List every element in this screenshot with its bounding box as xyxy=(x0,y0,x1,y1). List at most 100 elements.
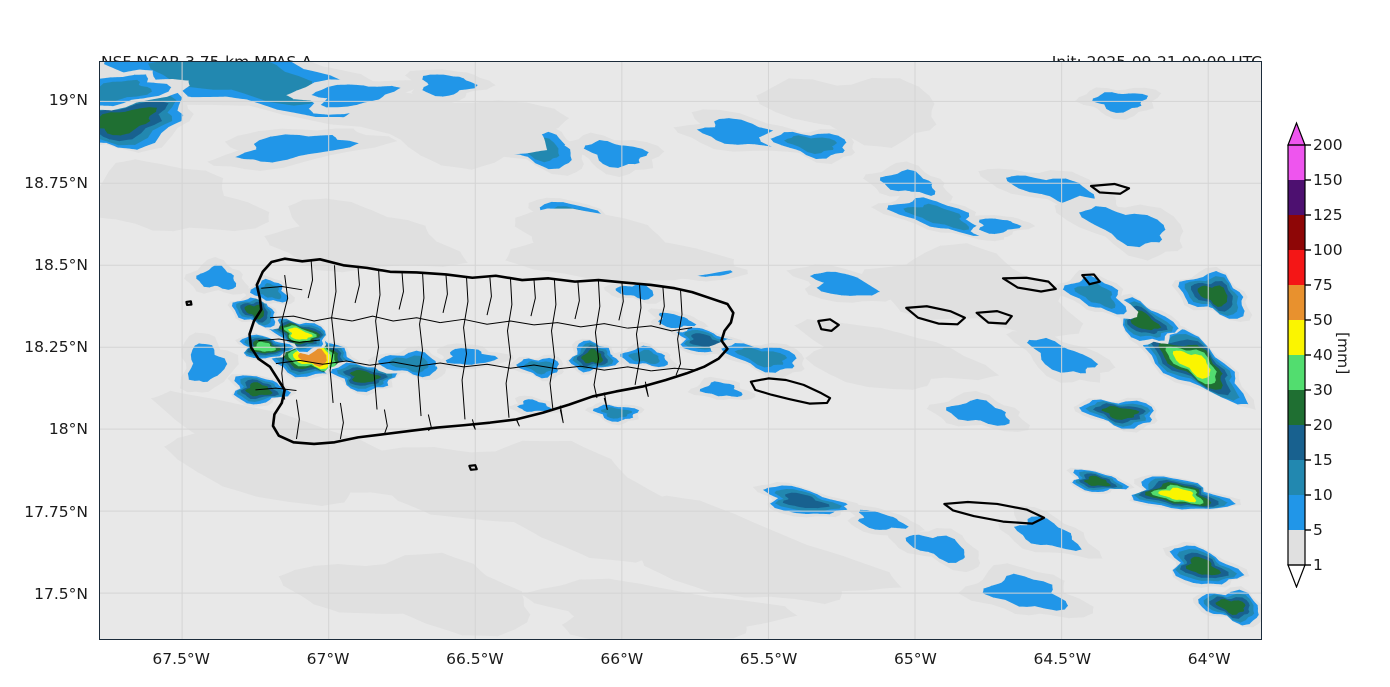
precip-contour-band xyxy=(1130,310,1162,331)
admin-boundary xyxy=(417,272,425,417)
admin-boundary xyxy=(461,276,469,420)
colorbar-tick-label: 1 xyxy=(1313,556,1323,574)
colorbar-tick-label: 50 xyxy=(1313,311,1333,329)
colorbar-tick-label: 100 xyxy=(1313,241,1343,259)
y-tick-label: 17.75°N xyxy=(24,502,88,521)
precip-contour-band xyxy=(1091,92,1149,113)
colorbar-under-arrow xyxy=(1287,564,1306,588)
precip-contour-band xyxy=(905,534,965,563)
precipitation-map xyxy=(100,62,1261,639)
precip-contour-band xyxy=(597,495,902,605)
precip-contour-band xyxy=(1215,598,1246,616)
admin-boundary xyxy=(549,280,557,410)
admin-boundary xyxy=(557,365,652,372)
colorbar-band xyxy=(1288,530,1305,566)
admin-boundary xyxy=(559,405,564,424)
admin-boundary xyxy=(574,281,580,320)
x-tick-label: 65.5°W xyxy=(739,650,798,668)
colorbar-band xyxy=(1288,495,1305,531)
admin-boundary xyxy=(533,322,628,329)
precip-contour-band xyxy=(783,135,838,155)
admin-boundary xyxy=(383,409,388,435)
y-tick-label: 18.75°N xyxy=(24,173,88,192)
precip-contour-band xyxy=(1083,475,1112,487)
coastline-outline xyxy=(248,257,735,446)
admin-boundary xyxy=(258,338,320,343)
admin-boundary xyxy=(515,418,520,427)
precip-contour-band xyxy=(196,264,237,290)
colorbar-band xyxy=(1288,145,1305,181)
admin-boundary xyxy=(659,287,665,326)
admin-boundary xyxy=(354,265,360,304)
admin-boundary xyxy=(339,402,344,440)
precip-contour-band xyxy=(278,552,531,637)
coastline-outline xyxy=(1089,182,1131,195)
precip-contour-band xyxy=(782,492,830,509)
precip-contour-band xyxy=(1158,487,1197,503)
precip-contour-band xyxy=(581,348,603,364)
colorbar[interactable]: 200 150 125 100 75 50 40 30 20 15 10 5 1 xyxy=(1283,118,1343,588)
precip-contour-band xyxy=(187,343,228,383)
x-tick-label: 66.5°W xyxy=(446,650,504,668)
colorbar-tick-label: 125 xyxy=(1313,206,1343,224)
precip-contour-band xyxy=(235,134,359,163)
colorbar-band xyxy=(1288,390,1305,426)
precip-contour-band xyxy=(147,62,320,106)
coastline-outline xyxy=(975,310,1013,325)
precip-contour-band xyxy=(982,573,1069,611)
admin-boundary xyxy=(530,279,536,317)
admin-boundary xyxy=(269,315,353,322)
admin-boundary xyxy=(329,265,337,403)
precip-contour-band xyxy=(978,218,1022,235)
colorbar-tick-label: 20 xyxy=(1313,416,1333,434)
x-tick-label: 66°W xyxy=(600,650,644,668)
y-tick-label: 18.5°N xyxy=(34,255,88,274)
coastline-outline xyxy=(468,464,478,471)
admin-boundary xyxy=(373,268,381,410)
precip-contour-band xyxy=(520,578,798,639)
precip-contour-band xyxy=(658,312,697,329)
precip-contour-band xyxy=(100,79,152,102)
precip-contour-band xyxy=(349,369,382,383)
precip-contour-band xyxy=(523,360,554,375)
map-plot-area[interactable] xyxy=(99,61,1262,640)
x-tick-label: 64.5°W xyxy=(1033,650,1092,668)
colorbar-tick-label: 5 xyxy=(1313,521,1323,539)
coastline-outline xyxy=(1081,273,1101,286)
coastline-outline xyxy=(1001,276,1057,293)
y-tick-label: 18.25°N xyxy=(24,338,88,357)
admin-boundary xyxy=(398,271,404,310)
precip-contour-band xyxy=(244,304,265,320)
y-tick-label: 18°N xyxy=(48,420,88,439)
colorbar-band xyxy=(1288,355,1305,391)
admin-boundary xyxy=(634,283,642,385)
precip-contour-band xyxy=(517,399,553,412)
precip-contour-band xyxy=(857,509,909,530)
admin-boundary xyxy=(369,361,464,368)
colorbar-swatches xyxy=(1287,121,1311,588)
precip-contour-band xyxy=(734,347,788,368)
colorbar-band xyxy=(1288,215,1305,251)
admin-boundary xyxy=(651,367,699,372)
admin-boundary xyxy=(440,318,535,326)
colorbar-tick-label: 15 xyxy=(1313,451,1333,469)
x-tick-label: 65°W xyxy=(894,650,937,668)
admin-boundary xyxy=(352,315,441,324)
precip-contour-band xyxy=(615,283,654,301)
precip-contour-band xyxy=(505,208,736,282)
colorbar-tick-label: 200 xyxy=(1313,136,1343,154)
admin-boundary xyxy=(442,275,448,313)
colorbar-band xyxy=(1288,320,1305,356)
precip-contour-band xyxy=(100,107,158,136)
precip-contour-band xyxy=(1101,405,1140,420)
gridlines xyxy=(100,62,1261,639)
admin-boundary xyxy=(261,286,303,291)
colorbar-tick-label: 30 xyxy=(1313,381,1333,399)
admin-boundary xyxy=(675,289,683,376)
admin-boundary xyxy=(463,363,558,370)
precip-contour-band xyxy=(264,198,468,273)
precip-contour-band xyxy=(354,440,681,563)
colorbar-unit-label: [mm] xyxy=(1334,332,1352,375)
colorbar-tick-label: 10 xyxy=(1313,486,1333,504)
